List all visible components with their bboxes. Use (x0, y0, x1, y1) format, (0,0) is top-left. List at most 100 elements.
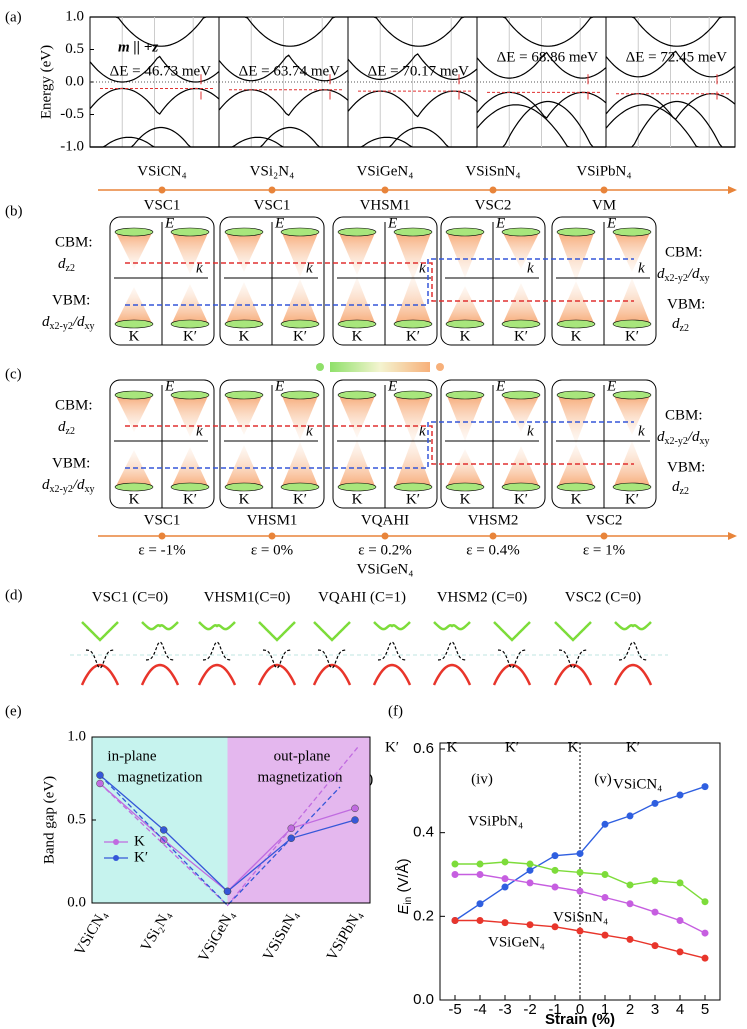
vbm-line (125, 258, 634, 306)
text-part: in (403, 897, 414, 905)
vbm-line (125, 421, 634, 469)
text-part: xy (85, 484, 95, 495)
strain-label: ε = 0% (251, 542, 293, 558)
hybrid-band (437, 641, 467, 661)
text-part: /d (72, 477, 85, 493)
orbital: dz2 (58, 256, 75, 274)
tick-label: 0.2 (413, 907, 434, 924)
valence-band (197, 663, 237, 686)
tick-label: 0.6 (413, 740, 434, 757)
cone (503, 283, 539, 323)
tick-label: 0.4 (413, 824, 434, 841)
panel-label: (b) (5, 203, 23, 219)
valence-band (140, 663, 180, 686)
marker (501, 875, 509, 883)
tick-label: -4 (473, 1001, 486, 1018)
marker (96, 779, 104, 788)
orbital: dz2 (58, 419, 75, 437)
text-part: z2 (680, 486, 689, 497)
marker (576, 868, 584, 876)
tick-label: 0.0 (413, 991, 434, 1008)
axis-label: k (638, 423, 645, 439)
cone (282, 279, 318, 323)
orbital: dx2-y2/dxy (657, 266, 710, 284)
cone (447, 233, 483, 278)
valley-label: K′ (625, 328, 639, 344)
band (606, 16, 735, 47)
text-part: d (657, 266, 665, 282)
series-label: VSiSnN₄ (553, 909, 608, 925)
cbm-label: CBM: (55, 397, 93, 413)
axis-label: E (387, 215, 397, 231)
tick-label: -0.5 (60, 106, 84, 122)
band-edge (224, 390, 264, 400)
phase-title: VQAHI (C=1) (318, 589, 406, 605)
tick-label: 0.5 (65, 41, 84, 57)
label: VSi₂N₄ (250, 163, 295, 179)
cone (172, 233, 208, 274)
valley-label: K′ (514, 491, 528, 507)
series-label: VSiCN₄ (613, 776, 662, 792)
text-part: xy (700, 436, 710, 447)
band-edge (280, 319, 320, 329)
marker (676, 948, 684, 956)
conduction-band (198, 621, 236, 631)
cone (558, 396, 594, 444)
band-edge (445, 227, 485, 237)
valley-label: K (352, 491, 363, 507)
material-dot (158, 186, 166, 194)
tick-label: 2 (626, 1001, 634, 1018)
text-part: /d (687, 266, 700, 282)
cone (172, 447, 208, 486)
axis-label: k (527, 260, 534, 276)
valence-band (432, 663, 472, 686)
strain-label: ε = 0.2% (358, 542, 412, 558)
text-part: d (58, 419, 66, 435)
vbm-label: VBM: (52, 455, 90, 471)
arrow-head (728, 532, 737, 540)
x-tick-label: VSiGeN₄ (196, 908, 238, 965)
marker (601, 871, 609, 878)
orbital: dx2-y2/dxy (657, 429, 710, 447)
cone (226, 233, 262, 272)
label: VSiSnN₄ (465, 163, 520, 179)
axis-label: k (419, 260, 426, 276)
cone (172, 396, 208, 437)
gap-label: ΔE = 70.17 meV (368, 63, 470, 79)
marker (651, 942, 659, 950)
valley-label: K (129, 328, 140, 344)
cone (395, 233, 431, 280)
axis-label: k (419, 423, 426, 439)
valley-label: K′ (293, 328, 307, 344)
valley-label: K (460, 491, 471, 507)
panel-label: (c) (5, 366, 22, 382)
strain-label: ε = -1% (138, 542, 185, 558)
marker (551, 923, 559, 931)
axis-label: k (306, 423, 313, 439)
axis-label: k (527, 423, 534, 439)
axis-label: E (606, 378, 616, 394)
band-edge (393, 227, 433, 237)
valence-band (372, 663, 412, 686)
marker (576, 887, 584, 895)
conduction-band (258, 621, 296, 642)
marker (626, 935, 634, 943)
phase-title: VHSM2 (C=0) (437, 589, 528, 605)
phase-label: VM (592, 197, 616, 213)
hybrid-band (618, 641, 648, 661)
marker (701, 954, 709, 962)
cone (282, 396, 318, 440)
cone (558, 281, 594, 323)
axis-label: E (274, 378, 284, 394)
marker (676, 879, 684, 887)
marker (476, 871, 484, 878)
band-edge (224, 319, 264, 329)
cone (226, 282, 262, 323)
conduction-band (493, 621, 531, 642)
series-label: VSiGeN₄ (488, 934, 545, 950)
marker (501, 919, 509, 927)
tick-label: -3 (498, 1001, 511, 1018)
valence-band (80, 663, 120, 686)
numeral: (v) (594, 771, 612, 787)
band-edge (556, 319, 596, 329)
